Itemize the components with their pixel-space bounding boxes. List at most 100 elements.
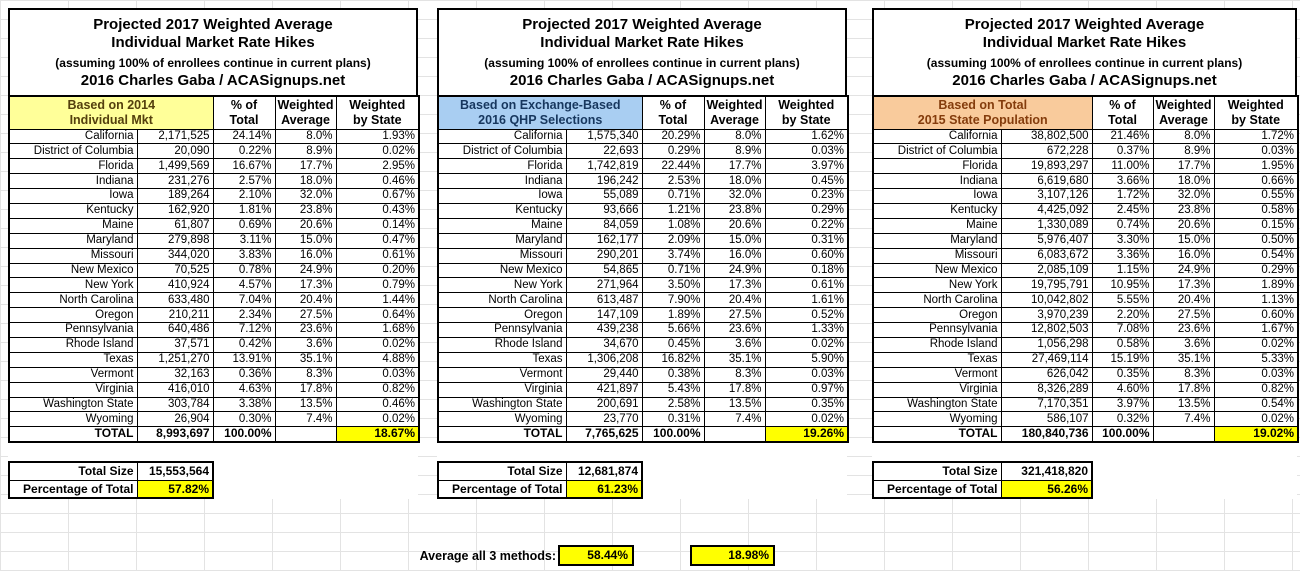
pct-total-cell[interactable]: 3.97% — [1091, 396, 1154, 413]
wtd-avg-cell[interactable]: 20.4% — [703, 292, 766, 309]
basis-header-cell[interactable]: Based on Total 2015 State Population — [872, 95, 1093, 130]
wtd-state-cell[interactable]: 1.93% — [335, 128, 420, 145]
wtd-avg-cell[interactable]: 20.6% — [274, 217, 337, 234]
wtd-avg-cell[interactable]: 23.8% — [1152, 202, 1215, 219]
value-cell[interactable]: 626,042 — [1000, 366, 1093, 383]
value-cell[interactable]: 633,480 — [136, 292, 214, 309]
average-rate-hike-pct-cell[interactable]: 18.98% — [690, 545, 775, 566]
wtd-state-cell[interactable]: 0.79% — [335, 277, 420, 294]
state-cell[interactable]: New Mexico — [872, 262, 1002, 279]
pct-total-cell[interactable]: 1.81% — [212, 202, 276, 219]
wtd-state-cell[interactable]: 0.15% — [1213, 217, 1299, 234]
pct-total-cell[interactable]: 0.36% — [212, 366, 276, 383]
state-cell[interactable]: Indiana — [437, 173, 567, 190]
pct-total-cell[interactable]: 0.32% — [1091, 411, 1154, 428]
wtd-state-cell[interactable]: 0.46% — [335, 173, 420, 190]
state-cell[interactable]: Virginia — [872, 381, 1002, 398]
col-header-pct-of-total[interactable]: % of Total — [1091, 95, 1154, 130]
value-cell[interactable]: 12,802,503 — [1000, 322, 1093, 338]
state-cell[interactable]: New York — [872, 277, 1002, 294]
wtd-state-cell[interactable]: 0.02% — [764, 411, 849, 428]
state-cell[interactable]: Indiana — [872, 173, 1002, 190]
value-cell[interactable]: 147,109 — [565, 307, 643, 324]
wtd-avg-cell[interactable]: 8.9% — [1152, 143, 1215, 160]
pct-total-cell[interactable]: 1.15% — [1091, 262, 1154, 279]
value-cell[interactable]: 189,264 — [136, 188, 214, 204]
wtd-state-cell[interactable]: 0.18% — [764, 262, 849, 279]
value-cell[interactable]: 410,924 — [136, 277, 214, 294]
state-cell[interactable]: New Mexico — [437, 262, 567, 279]
value-cell[interactable]: 1,742,819 — [565, 158, 643, 175]
basis-header-cell[interactable]: Based on 2014 Individual Mkt — [8, 95, 214, 130]
wtd-state-cell[interactable]: 0.03% — [764, 366, 849, 383]
state-cell[interactable]: Washington State — [872, 396, 1002, 413]
wtd-avg-cell[interactable]: 27.5% — [1152, 307, 1215, 324]
state-cell[interactable]: Kentucky — [8, 202, 138, 219]
wtd-avg-cell[interactable]: 18.0% — [703, 173, 766, 190]
wtd-state-cell[interactable]: 0.22% — [764, 217, 849, 234]
pct-total-cell[interactable]: 2.53% — [641, 173, 705, 190]
state-cell[interactable]: North Carolina — [437, 292, 567, 309]
col-header-pct-of-total[interactable]: % of Total — [641, 95, 705, 130]
pct-total-cell[interactable]: 13.91% — [212, 351, 276, 368]
state-cell[interactable]: Texas — [872, 351, 1002, 368]
wtd-state-cell[interactable]: 1.33% — [764, 322, 849, 338]
pct-total-cell[interactable]: 1.08% — [641, 217, 705, 234]
state-cell[interactable]: Florida — [872, 158, 1002, 175]
average-enrollment-pct-cell[interactable]: 58.44% — [558, 545, 634, 566]
state-cell[interactable]: Florida — [8, 158, 138, 175]
pct-of-total-label[interactable]: Percentage of Total — [872, 479, 1002, 499]
state-cell[interactable]: Florida — [437, 158, 567, 175]
value-cell[interactable]: 231,276 — [136, 173, 214, 190]
state-cell[interactable]: California — [437, 128, 567, 145]
total-value-cell[interactable]: 180,840,736 — [1000, 426, 1093, 443]
wtd-avg-cell[interactable]: 13.5% — [1152, 396, 1215, 413]
value-cell[interactable]: 10,042,802 — [1000, 292, 1093, 309]
value-cell[interactable]: 672,228 — [1000, 143, 1093, 160]
basis-header-cell[interactable]: Based on Exchange-Based 2016 QHP Selecti… — [437, 95, 643, 130]
pct-total-cell[interactable]: 0.31% — [641, 411, 705, 428]
pct-total-cell[interactable]: 3.83% — [212, 247, 276, 264]
pct-total-cell[interactable]: 20.29% — [641, 128, 705, 145]
pct-total-cell[interactable]: 0.35% — [1091, 366, 1154, 383]
wtd-state-cell[interactable]: 0.46% — [335, 396, 420, 413]
pct-total-cell[interactable]: 1.89% — [641, 307, 705, 324]
wtd-avg-cell[interactable]: 23.6% — [703, 322, 766, 338]
state-cell[interactable]: District of Columbia — [437, 143, 567, 160]
value-cell[interactable]: 23,770 — [565, 411, 643, 428]
col-header-weighted-average[interactable]: Weighted Average — [1152, 95, 1215, 130]
wtd-state-cell[interactable]: 0.20% — [335, 262, 420, 279]
wtd-avg-cell[interactable]: 24.9% — [274, 262, 337, 279]
value-cell[interactable]: 61,807 — [136, 217, 214, 234]
wtd-state-cell[interactable]: 0.61% — [335, 247, 420, 264]
pct-total-cell[interactable]: 2.20% — [1091, 307, 1154, 324]
state-cell[interactable]: Kentucky — [437, 202, 567, 219]
wtd-avg-cell[interactable]: 15.0% — [1152, 232, 1215, 249]
pct-total-cell[interactable]: 4.60% — [1091, 381, 1154, 398]
pct-total-cell[interactable]: 7.90% — [641, 292, 705, 309]
wtd-avg-cell[interactable]: 24.9% — [703, 262, 766, 279]
pct-total-cell[interactable]: 22.44% — [641, 158, 705, 175]
value-cell[interactable]: 37,571 — [136, 336, 214, 353]
wtd-avg-cell[interactable]: 8.0% — [703, 128, 766, 145]
wtd-state-cell[interactable]: 0.52% — [764, 307, 849, 324]
total-blank-cell[interactable] — [1152, 426, 1215, 443]
value-cell[interactable]: 84,059 — [565, 217, 643, 234]
wtd-avg-cell[interactable]: 23.6% — [274, 322, 337, 338]
value-cell[interactable]: 279,898 — [136, 232, 214, 249]
wtd-avg-cell[interactable]: 7.4% — [1152, 411, 1215, 428]
pct-total-cell[interactable]: 0.38% — [641, 366, 705, 383]
state-cell[interactable]: Maine — [8, 217, 138, 234]
wtd-state-cell[interactable]: 1.44% — [335, 292, 420, 309]
value-cell[interactable]: 200,691 — [565, 396, 643, 413]
value-cell[interactable]: 2,085,109 — [1000, 262, 1093, 279]
value-cell[interactable]: 303,784 — [136, 396, 214, 413]
pct-total-cell[interactable]: 2.45% — [1091, 202, 1154, 219]
pct-total-cell[interactable]: 3.36% — [1091, 247, 1154, 264]
wtd-state-cell[interactable]: 0.58% — [1213, 202, 1299, 219]
wtd-state-cell[interactable]: 0.03% — [335, 366, 420, 383]
state-cell[interactable]: New Mexico — [8, 262, 138, 279]
wtd-state-cell[interactable]: 5.33% — [1213, 351, 1299, 368]
pct-total-cell[interactable]: 0.37% — [1091, 143, 1154, 160]
value-cell[interactable]: 19,795,791 — [1000, 277, 1093, 294]
